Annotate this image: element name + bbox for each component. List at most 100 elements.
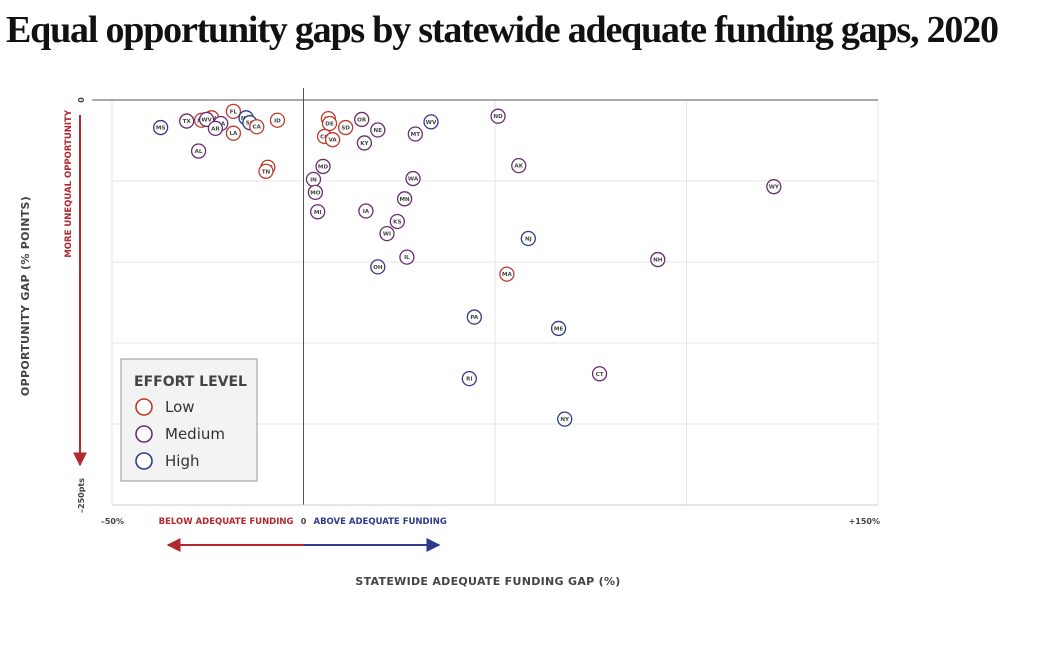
more-unequal-opportunity-label: MORE UNEQUAL OPPORTUNITY	[64, 109, 74, 257]
chart-title: Equal opportunity gaps by statewide adeq…	[6, 9, 999, 51]
data-point: NJ	[520, 230, 536, 247]
data-point-label: ID	[274, 118, 281, 124]
data-point: TX	[179, 113, 195, 129]
data-point: ND	[490, 108, 506, 124]
legend-marker	[135, 452, 153, 470]
data-point-label: AK	[514, 164, 523, 170]
data-point-marker	[207, 120, 224, 137]
data-point-label: NE	[374, 128, 383, 134]
data-point-marker	[324, 132, 341, 148]
data-point-label: WI	[383, 232, 391, 238]
x-tick-label: 0	[301, 517, 307, 526]
data-point: MA	[499, 266, 515, 282]
data-point: SD	[337, 119, 354, 136]
legend-label: Low	[165, 398, 195, 416]
data-point-label: ND	[493, 114, 503, 120]
y-tick-label: 0	[77, 97, 86, 103]
data-point-label: MD	[318, 164, 329, 170]
data-point-label: IL	[404, 255, 410, 261]
data-point-label: CT	[596, 372, 604, 378]
data-point: AK	[511, 157, 527, 174]
data-point-marker	[379, 225, 395, 242]
data-point-label: AR	[211, 126, 220, 132]
data-point-marker	[550, 320, 567, 337]
data-point: LA	[225, 125, 242, 141]
data-point: OR	[354, 111, 370, 128]
data-point-label: WA	[408, 177, 419, 183]
data-point: IA	[358, 203, 374, 219]
data-point-label: IN	[310, 177, 317, 183]
data-point-marker	[152, 119, 169, 136]
data-point-label: MO	[310, 190, 321, 196]
data-point-label: WV	[426, 120, 437, 126]
data-point: MS	[152, 119, 169, 136]
data-point-label: IA	[363, 209, 370, 215]
data-point-label: KY	[360, 141, 369, 147]
y-tick-labels: 0 –250pts	[77, 97, 86, 513]
x-tick-label: +150%	[849, 517, 880, 526]
data-point: IN	[305, 171, 322, 188]
data-point: DE	[321, 115, 338, 132]
data-point-label: MS	[156, 126, 166, 132]
data-point-label: TX	[183, 119, 192, 125]
legend-marker	[135, 425, 153, 443]
data-point-marker	[354, 111, 370, 128]
data-point-label: SD	[341, 126, 350, 132]
data-point-marker	[310, 204, 326, 220]
data-point-marker	[423, 114, 439, 130]
data-point-marker	[399, 249, 415, 265]
data-point: MO	[307, 184, 324, 200]
data-point-marker	[321, 115, 338, 132]
data-point: WA	[405, 170, 421, 187]
data-point-marker	[766, 179, 782, 195]
data-point-label: TN	[262, 169, 271, 175]
data-point-marker	[370, 259, 386, 275]
data-point-label: ME	[554, 326, 564, 332]
above-adequate-funding-label: ABOVE ADEQUATE FUNDING	[314, 517, 447, 527]
data-point: ID	[269, 112, 286, 128]
data-point: IL	[399, 249, 415, 265]
data-point-label: MT	[411, 132, 421, 138]
data-point-marker	[490, 108, 506, 124]
data-point: TN	[258, 163, 274, 179]
data-point-label: OR	[357, 117, 367, 123]
data-point-marker	[370, 122, 386, 138]
data-point-label: WV	[201, 117, 212, 123]
data-point-label: CA	[253, 125, 262, 131]
data-point-marker	[258, 163, 274, 179]
data-point-marker	[179, 113, 195, 129]
data-point-marker	[461, 370, 477, 387]
y-axis-title: OPPORTUNITY GAP (% POINTS)	[19, 196, 32, 396]
data-point: NY	[557, 411, 573, 427]
x-axis-title: STATEWIDE ADEQUATE FUNDING GAP (%)	[355, 575, 620, 588]
data-point-marker	[337, 119, 354, 136]
legend-marker	[135, 398, 153, 416]
x-tick-label: –50%	[101, 517, 124, 526]
data-point-marker	[591, 366, 608, 382]
data-point-label: MI	[314, 210, 322, 216]
legend-label: Medium	[165, 425, 225, 443]
data-point-label: LA	[229, 131, 238, 137]
legend-title: EFFORT LEVEL	[134, 374, 247, 390]
data-point-marker	[225, 125, 242, 141]
data-point-marker	[356, 135, 373, 151]
data-point-marker	[511, 157, 527, 174]
data-point: KS	[389, 213, 405, 230]
below-adequate-funding-label: BELOW ADEQUATE FUNDING	[159, 517, 294, 527]
data-point: CA	[249, 119, 265, 135]
data-point-label: MA	[502, 272, 513, 278]
data-point: MN	[396, 191, 413, 207]
legend-item: Low	[135, 398, 195, 416]
data-point-label: NY	[560, 417, 570, 423]
data-point-label: NH	[653, 258, 663, 264]
data-point-marker	[520, 230, 536, 247]
data-point-marker	[358, 203, 374, 219]
data-point-label: WY	[769, 185, 780, 191]
data-point: FL	[225, 103, 242, 119]
legend-item: High	[135, 452, 199, 470]
data-point: PA	[466, 309, 482, 325]
data-point-marker	[405, 170, 421, 187]
data-point-marker	[396, 191, 413, 207]
data-point-marker	[650, 251, 666, 268]
